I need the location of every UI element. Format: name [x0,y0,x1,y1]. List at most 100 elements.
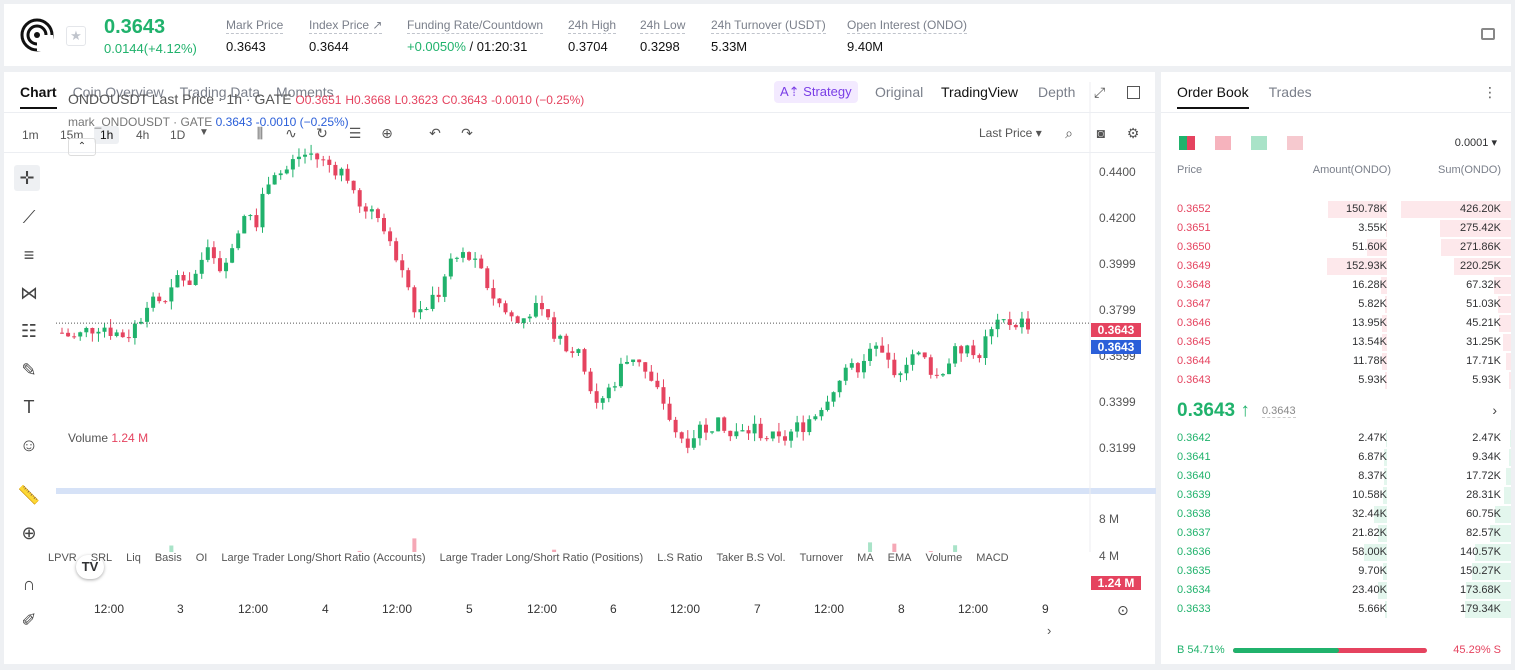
view-both-icon[interactable] [1179,136,1195,150]
text-icon[interactable]: T [23,397,35,417]
order-price: 0.3638 [1177,508,1211,520]
undo-icon[interactable]: ↶ [429,125,441,141]
volume-bar [412,538,417,552]
bid-row[interactable]: 0.3637 21.82K 82.57K [1161,524,1511,543]
indicators-icon[interactable]: ∿ [285,125,297,141]
candle [874,345,879,349]
search-icon[interactable]: ⌕ [1065,125,1073,141]
book-icon[interactable] [1481,28,1495,40]
camera-icon[interactable]: ◙ [1096,125,1106,141]
lock-icon[interactable]: ✐ [21,610,37,630]
indicator-item[interactable]: Taker B.S Vol. [716,552,786,564]
refresh-icon[interactable]: ↻ [316,125,328,141]
bid-row[interactable]: 0.3635 9.70K 150.27K [1161,562,1511,581]
tab-moments[interactable]: Moments [276,84,334,100]
crosshair-icon[interactable]: ✛ [14,165,40,191]
fib-icon[interactable]: ☷ [20,321,38,341]
template-icon[interactable]: ☰ [348,125,362,141]
collapse-legend-button[interactable]: ⌃ [68,138,96,156]
chevron-right-icon[interactable]: › [1047,623,1052,638]
tab-trading-data[interactable]: Trading Data [179,84,261,100]
more-icon[interactable]: ⋮ [1483,84,1497,100]
indicator-item[interactable]: Basis [154,552,182,564]
indicator-item[interactable]: Large Trader Long/Short Ratio (Positions… [439,552,644,564]
view-depth[interactable]: Depth [1038,84,1076,100]
ask-row[interactable]: 0.3649 152.93K 220.25K [1161,257,1511,276]
chevron-right-icon[interactable]: › [1492,402,1497,418]
indicator-item[interactable]: Liq [126,552,141,564]
ask-row[interactable]: 0.3644 11.78K 17.71K [1161,352,1511,371]
stat-mark-price[interactable]: Mark Price 0.3643 [226,18,284,54]
tab-chart[interactable]: Chart [20,84,57,109]
emoji-icon[interactable]: ☺ [19,435,39,455]
brush-icon[interactable]: ✎ [21,360,37,380]
order-sum: 60.75K [1466,508,1501,520]
candle-type-icon[interactable]: ⫼ [256,125,264,141]
order-sum: 67.32K [1466,279,1501,291]
indicator-item[interactable]: Turnover [799,552,844,564]
price-type-select[interactable]: Last Price ▾ [979,126,1042,140]
pattern-icon[interactable]: ⋈ [20,283,38,303]
favorite-star-icon[interactable]: ★ [66,26,86,46]
view-asks-icon[interactable] [1215,136,1231,150]
precision-select[interactable]: 0.0001 ▾ [1454,137,1497,149]
candle [260,193,265,228]
bid-row[interactable]: 0.3636 58.00K 140.57K [1161,543,1511,562]
candle [801,422,806,433]
redo-icon[interactable]: ↷ [461,125,473,141]
candle [861,360,866,373]
indicator-item[interactable]: L.S Ratio [657,552,703,564]
settings-icon[interactable]: ⚙ [1126,125,1140,141]
bid-row[interactable]: 0.3638 32.44K 60.75K [1161,505,1511,524]
ask-row[interactable]: 0.3645 13.54K 31.25K [1161,333,1511,352]
bid-row[interactable]: 0.3633 5.66K 179.34K [1161,600,1511,619]
chevron-down-icon[interactable]: ▼ [199,127,209,138]
magnet-icon[interactable]: ∩ [22,574,36,594]
ask-row[interactable]: 0.3651 3.55K 275.42K [1161,219,1511,238]
parallel-lines-icon[interactable]: ≡ [23,245,35,265]
window-icon[interactable] [1127,86,1140,99]
bid-row[interactable]: 0.3639 10.58K 28.31K [1161,486,1511,505]
indicator-item[interactable]: Volume [925,552,963,564]
indicator-item[interactable]: MACD [976,552,1009,564]
view-tradingview[interactable]: TradingView [941,84,1019,100]
view-compact-icon[interactable] [1287,136,1303,150]
indicator-item[interactable]: Large Trader Long/Short Ratio (Accounts) [221,552,426,564]
add-alert-icon[interactable]: ⊕ [381,125,393,141]
ask-row[interactable]: 0.3650 51.60K 271.86K [1161,238,1511,257]
expand-icon[interactable]: ⤢ [1094,84,1106,100]
view-bids-icon[interactable] [1251,136,1267,150]
y-tick: 0.3999 [1099,257,1136,271]
ask-row[interactable]: 0.3647 5.82K 51.03K [1161,295,1511,314]
tf-4h[interactable]: 4h [136,128,150,142]
zoom-icon[interactable]: ⊕ [21,523,37,543]
bid-row[interactable]: 0.3634 23.40K 173.68K [1161,581,1511,600]
bid-row[interactable]: 0.3642 2.47K 2.47K [1161,429,1511,448]
ask-row[interactable]: 0.3643 5.93K 5.93K [1161,371,1511,390]
candlestick-chart[interactable] [56,82,1156,552]
candle [971,345,976,356]
indicator-item[interactable]: LPVR [48,552,77,564]
stat-index-price[interactable]: Index Price ↗ 0.3644 [309,18,383,54]
tf-1m[interactable]: 1m [22,128,39,142]
indicator-item[interactable]: OI [195,552,208,564]
tab-trades[interactable]: Trades [1268,84,1312,100]
view-original[interactable]: Original [875,84,924,100]
tf-1d[interactable]: 1D [170,128,186,142]
tab-order-book[interactable]: Order Book [1177,84,1249,109]
bid-row[interactable]: 0.3640 8.37K 17.72K [1161,467,1511,486]
ask-row[interactable]: 0.3652 150.78K 426.20K [1161,200,1511,219]
ruler-icon[interactable]: 📏 [17,485,41,505]
ask-row[interactable]: 0.3646 13.95K 45.21K [1161,314,1511,333]
tf-1h[interactable]: 1h [94,126,120,144]
ask-row[interactable]: 0.3648 16.28K 67.32K [1161,276,1511,295]
chart-settings-icon[interactable]: ⊙ [1117,602,1129,618]
trendline-icon[interactable]: ⟋ [22,207,36,227]
indicator-item[interactable]: MA [857,552,874,564]
bid-row[interactable]: 0.3641 6.87K 9.34K [1161,448,1511,467]
strategy-button[interactable]: A⇡ Strategy [774,81,858,103]
tab-coin-overview[interactable]: Coin Overview [72,84,164,100]
stat-funding-rate[interactable]: Funding Rate/Countdown +0.0050% / 01:20:3… [407,18,544,54]
indicator-item[interactable]: SRL [90,552,113,564]
indicator-item[interactable]: EMA [887,552,912,564]
